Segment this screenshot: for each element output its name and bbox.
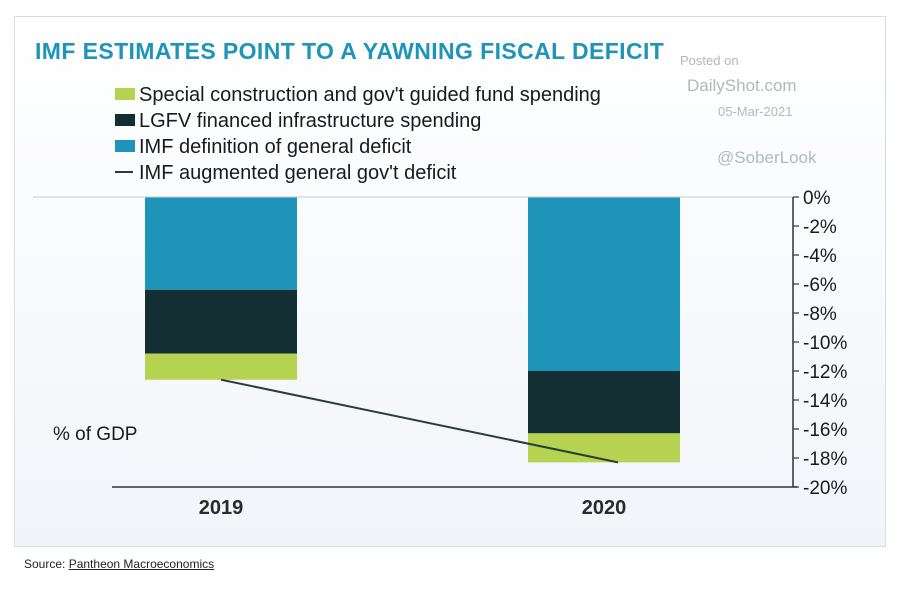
legend-swatch-1 [115, 114, 135, 126]
y-tick-label: -18% [803, 449, 847, 470]
y-axis-label: % of GDP [53, 424, 137, 445]
y-tick-label: -20% [803, 478, 847, 499]
legend-label-0: IMF definition of general deficit [139, 136, 412, 158]
bar-2020-series-2 [528, 433, 680, 463]
bar-2020-series-0 [528, 197, 680, 371]
y-tick-label: 0% [803, 188, 831, 209]
bar-2019-series-2 [145, 353, 297, 380]
bar-2019-series-1 [145, 289, 297, 354]
y-tick-label: -8% [803, 304, 837, 325]
y-tick-label: -2% [803, 217, 837, 238]
watermark-site: DailyShot.com [687, 76, 797, 95]
chart-title: IMF ESTIMATES POINT TO A YAWNING FISCAL … [35, 38, 664, 64]
bar-2019-series-0 [145, 197, 297, 290]
augmented-deficit-line [220, 378, 619, 464]
y-tick-label: -6% [803, 275, 837, 296]
watermark-posted-on: Posted on [680, 53, 739, 68]
bar-2020-series-1 [528, 371, 680, 434]
legend-label-3: IMF augmented general gov't deficit [139, 162, 457, 184]
legend-swatch-2 [115, 88, 135, 100]
x-tick-label-2019: 2019 [199, 497, 244, 519]
source-note: Source: Pantheon Macroeconomics [24, 557, 214, 571]
source-link[interactable]: Pantheon Macroeconomics [68, 557, 215, 571]
y-tick-label: -14% [803, 391, 847, 412]
watermark-handle: @SoberLook [717, 148, 817, 167]
y-tick-label: -12% [803, 362, 847, 383]
x-tick-label-2020: 2020 [582, 497, 627, 519]
y-tick-label: -10% [803, 333, 847, 354]
watermark-date: 05-Mar-2021 [718, 104, 792, 119]
legend-label-2: Special construction and gov't guided fu… [139, 84, 601, 106]
chart: 0% -2% -4% -6% -8% -10% -12% -14% -16% -18% -20% 20… [33, 38, 847, 519]
legend-label-1: LGFV financed infrastructure spending [139, 110, 481, 132]
y-tick-label: -4% [803, 246, 837, 267]
source-prefix: Source: [24, 557, 69, 571]
chart-card: 0% -2% -4% -6% -8% -10% -12% -14% -16% -18% -20% 20… [14, 16, 886, 547]
legend-swatch-0 [115, 140, 135, 152]
y-tick-label: -16% [803, 420, 847, 441]
